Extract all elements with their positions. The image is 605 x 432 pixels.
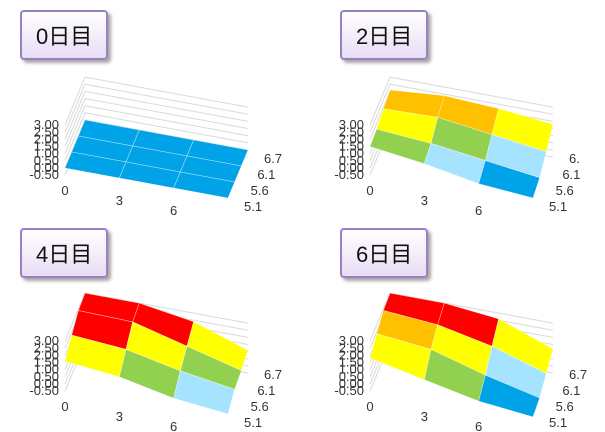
y-tick-label: 6.7 [264, 367, 282, 382]
z-tick-label: 2.00 [339, 131, 364, 146]
z-tick-label: 1.00 [34, 362, 59, 377]
x-tick-label: 6 [475, 203, 482, 216]
y-tick-label: 6.1 [562, 167, 580, 182]
z-tick-label: 2.00 [34, 347, 59, 362]
y-tick-label: 5.1 [244, 199, 262, 214]
z-tick-label: -0.50 [334, 167, 364, 182]
z-tick-label: 3.00 [34, 117, 59, 132]
z-tick-label: 0.50 [34, 153, 59, 168]
x-tick-label: 3 [116, 409, 123, 424]
chart-panel-day2: -0.500.000.501.001.502.002.503.00 0 3 6 9 5.1… [305, 0, 605, 216]
x-tick-label: 0 [61, 399, 68, 414]
surface-chart-day0: -0.500.000.501.001.502.002.503.00 0 3 6 9 5.1… [29, 76, 282, 216]
z-tick-label: 0.50 [339, 369, 364, 384]
chart-panel-day6: -0.500.000.501.001.502.002.503.00 0 3 6 9 5.1… [305, 216, 605, 432]
z-tick-label: 1.00 [339, 362, 364, 377]
y-tick-label: 5.6 [556, 399, 574, 414]
z-tick-label: 0.50 [339, 153, 364, 168]
z-tick-label: 1.50 [34, 139, 59, 154]
y-tick-label: 5.1 [549, 199, 567, 214]
z-tick-label: 3.00 [339, 333, 364, 348]
surface-patch [478, 160, 541, 199]
y-tick-label: 5.1 [549, 415, 567, 430]
z-tick-label: -0.50 [334, 383, 364, 398]
z-tick-label: 2.50 [34, 124, 59, 139]
x-tick-label: 9 [224, 429, 231, 432]
y-tick-label: 5.6 [556, 183, 574, 198]
z-tick-label: 2.50 [339, 124, 364, 139]
chart-title-day4: 4日目 [20, 228, 109, 278]
x-tick-label: 0 [61, 183, 68, 198]
z-tick-label: 0.50 [34, 369, 59, 384]
y-tick-label: 6.1 [257, 383, 275, 398]
y-tick-label: 6.7 [569, 367, 587, 382]
y-tick-label: 5.6 [251, 183, 269, 198]
z-tick-label: 0.00 [34, 160, 59, 175]
z-tick-label: -0.50 [29, 383, 59, 398]
x-tick-label: 9 [529, 429, 536, 432]
z-tick-label: 2.00 [339, 347, 364, 362]
z-tick-label: -0.50 [29, 167, 59, 182]
z-tick-label: 1.50 [339, 355, 364, 370]
surface-patch [173, 370, 236, 415]
x-tick-label: 9 [224, 213, 231, 216]
x-tick-label: 6 [170, 419, 177, 432]
z-tick-label: 0.00 [339, 160, 364, 175]
z-tick-label: 0.00 [34, 376, 59, 391]
x-tick-label: 3 [116, 193, 123, 208]
z-tick-label: 1.50 [339, 139, 364, 154]
chart-panel-day0: -0.500.000.501.001.502.002.503.00 0 3 6 9 5.1… [0, 0, 300, 216]
surface-patch [173, 171, 236, 199]
z-tick-label: 2.50 [34, 340, 59, 355]
surface-chart-day6: -0.500.000.501.001.502.002.503.00 0 3 6 9 5.1… [334, 292, 587, 432]
chart-title-day2: 2日目 [340, 10, 429, 60]
x-tick-label: 6 [170, 203, 177, 216]
chart-title-day0: 0日目 [20, 10, 109, 60]
x-tick-label: 9 [529, 213, 536, 216]
x-tick-label: 0 [366, 399, 373, 414]
surface-chart-day2: -0.500.000.501.001.502.002.503.00 0 3 6 9 5.1… [334, 76, 580, 216]
x-tick-label: 0 [366, 183, 373, 198]
y-tick-label: 6.7 [264, 151, 282, 166]
z-tick-label: 1.00 [339, 146, 364, 161]
x-tick-label: 6 [475, 419, 482, 432]
surface-chart-day4: -0.500.000.501.001.502.002.503.00 0 3 6 9 5.1… [29, 292, 282, 432]
y-tick-label: 5.1 [244, 415, 262, 430]
z-tick-label: 2.50 [339, 340, 364, 355]
y-tick-label: 6. [569, 151, 580, 166]
y-tick-label: 5.6 [251, 399, 269, 414]
x-tick-label: 3 [421, 409, 428, 424]
chart-panel-day4: -0.500.000.501.001.502.002.503.00 0 3 6 9 5.1… [0, 216, 300, 432]
z-tick-label: 3.00 [339, 117, 364, 132]
chart-title-day6: 6日目 [340, 228, 429, 278]
z-tick-label: 3.00 [34, 333, 59, 348]
y-tick-label: 6.1 [257, 167, 275, 182]
y-tick-label: 6.1 [562, 383, 580, 398]
surface-patch [478, 374, 541, 418]
z-tick-label: 1.50 [34, 355, 59, 370]
z-tick-label: 1.00 [34, 146, 59, 161]
z-tick-label: 0.00 [339, 376, 364, 391]
x-tick-label: 3 [421, 193, 428, 208]
z-tick-label: 2.00 [34, 131, 59, 146]
